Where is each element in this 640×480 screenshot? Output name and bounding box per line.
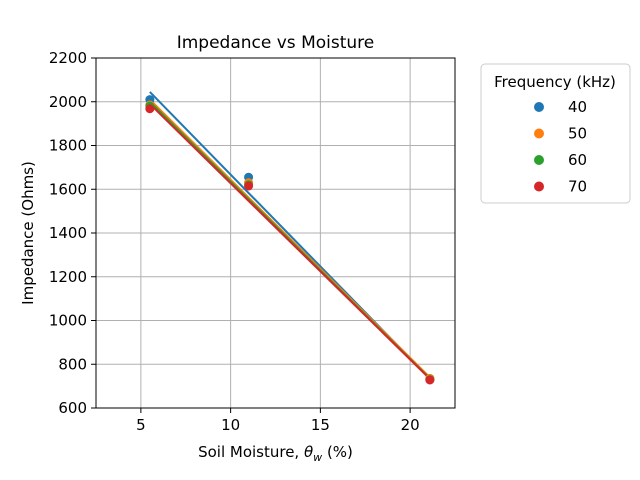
x-tick-label: 5 <box>136 416 146 434</box>
chart-title: Impedance vs Moisture <box>177 33 375 53</box>
point-70khz <box>145 104 155 114</box>
point-70khz <box>244 181 254 191</box>
y-tick-label: 1000 <box>49 312 87 330</box>
x-axis-ticks: 5 10 15 20 <box>136 408 420 434</box>
x-tick-label: 10 <box>221 416 240 434</box>
y-tick-label: 2200 <box>49 49 87 67</box>
x-axis-label: Soil Moisture, θw (%) <box>198 443 353 464</box>
legend-marker-40khz <box>534 102 544 112</box>
point-70khz <box>425 375 435 385</box>
legend-label-70khz: 70 <box>568 178 587 196</box>
legend-marker-60khz <box>534 155 544 165</box>
data-points <box>145 95 435 385</box>
fit-line-70khz <box>149 103 431 380</box>
legend-label-50khz: 50 <box>568 125 587 143</box>
y-tick-label: 1600 <box>49 180 87 198</box>
y-tick-label: 1800 <box>49 137 87 155</box>
y-axis-ticks: 600 800 1000 1200 1400 1600 1800 2000 2200 <box>49 49 96 417</box>
y-tick-label: 1200 <box>49 268 87 286</box>
x-tick-label: 20 <box>401 416 420 434</box>
legend-marker-70khz <box>534 181 544 192</box>
legend-marker-50khz <box>534 128 544 139</box>
legend: Frequency (kHz) 40 50 60 70 <box>480 63 631 204</box>
grid <box>96 57 455 409</box>
y-tick-label: 600 <box>58 399 87 417</box>
y-tick-label: 1400 <box>49 224 87 242</box>
y-tick-label: 800 <box>58 355 87 373</box>
legend-frame <box>480 63 631 204</box>
legend-label-40khz: 40 <box>568 98 587 116</box>
x-tick-label: 15 <box>311 416 330 434</box>
fit-lines <box>149 91 431 380</box>
legend-label-60khz: 60 <box>568 151 587 169</box>
y-axis-label: Impedance (Ohms) <box>19 161 37 305</box>
legend-title: Frequency (kHz) <box>494 73 616 91</box>
y-tick-label: 2000 <box>49 93 87 111</box>
legend-items: 40 50 60 70 <box>534 98 587 196</box>
